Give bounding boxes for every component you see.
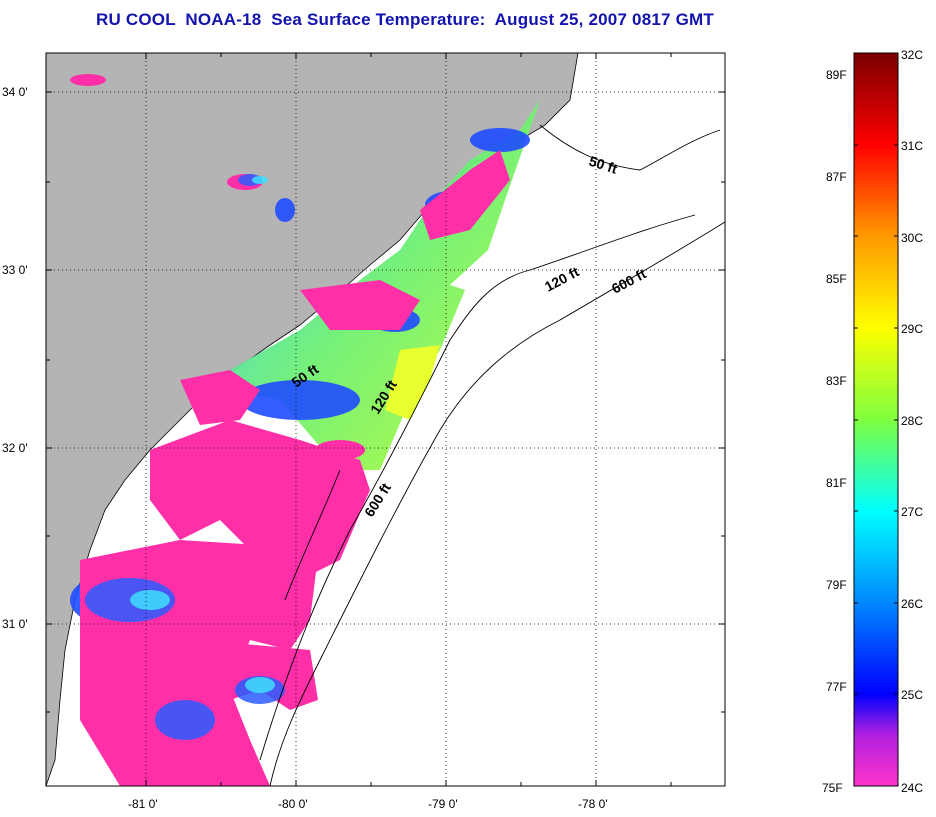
cb-label-32c: 32C <box>901 48 923 62</box>
cb-label-85f: 85F <box>826 272 847 286</box>
cb-label-79f: 79F <box>826 578 847 592</box>
cb-label-89f: 89F <box>826 68 847 82</box>
colorbar-fahrenheit-labels: 89F 87F 85F 83F 81F 79F 77F 75F <box>822 68 847 795</box>
cb-label-25c: 25C <box>901 688 923 702</box>
lat-tick-32: 32 0' <box>2 441 28 455</box>
colorbar-celsius-labels: 32C 31C 30C 29C 28C 27C 26C 25C 24C <box>901 48 923 795</box>
colorbar <box>853 52 899 787</box>
lat-tick-33: 33 0' <box>2 263 28 277</box>
cb-label-24c: 24C <box>901 781 923 795</box>
frame-ticks <box>46 53 725 786</box>
lon-tick-79: -79 0' <box>428 797 458 811</box>
cb-label-81f: 81F <box>826 476 847 490</box>
cb-label-83f: 83F <box>826 374 847 388</box>
lon-tick-78: -78 0' <box>578 797 608 811</box>
lon-tick-81: -81 0' <box>128 797 158 811</box>
isobath-lines <box>259 124 725 786</box>
cb-label-30c: 30C <box>901 231 923 245</box>
isobath-600ft-line <box>269 221 725 786</box>
cb-label-26c: 26C <box>901 597 923 611</box>
isobath-50ft-line <box>539 124 721 171</box>
lat-tick-34: 34 0' <box>2 85 28 99</box>
sst-warm-core <box>385 345 440 420</box>
isobath-120ft-line <box>259 214 696 761</box>
cb-label-75f: 75F <box>822 781 843 795</box>
cb-label-27c: 27C <box>901 505 923 519</box>
map-title: RU COOL NOAA-18 Sea Surface Temperature:… <box>96 10 714 29</box>
cb-label-29c: 29C <box>901 322 923 336</box>
cb-label-87f: 87F <box>826 170 847 184</box>
cb-label-31c: 31C <box>901 139 923 153</box>
cb-label-28c: 28C <box>901 414 923 428</box>
cb-label-77f: 77F <box>826 680 847 694</box>
lat-tick-31: 31 0' <box>2 617 28 631</box>
lon-tick-80: -80 0' <box>278 797 308 811</box>
